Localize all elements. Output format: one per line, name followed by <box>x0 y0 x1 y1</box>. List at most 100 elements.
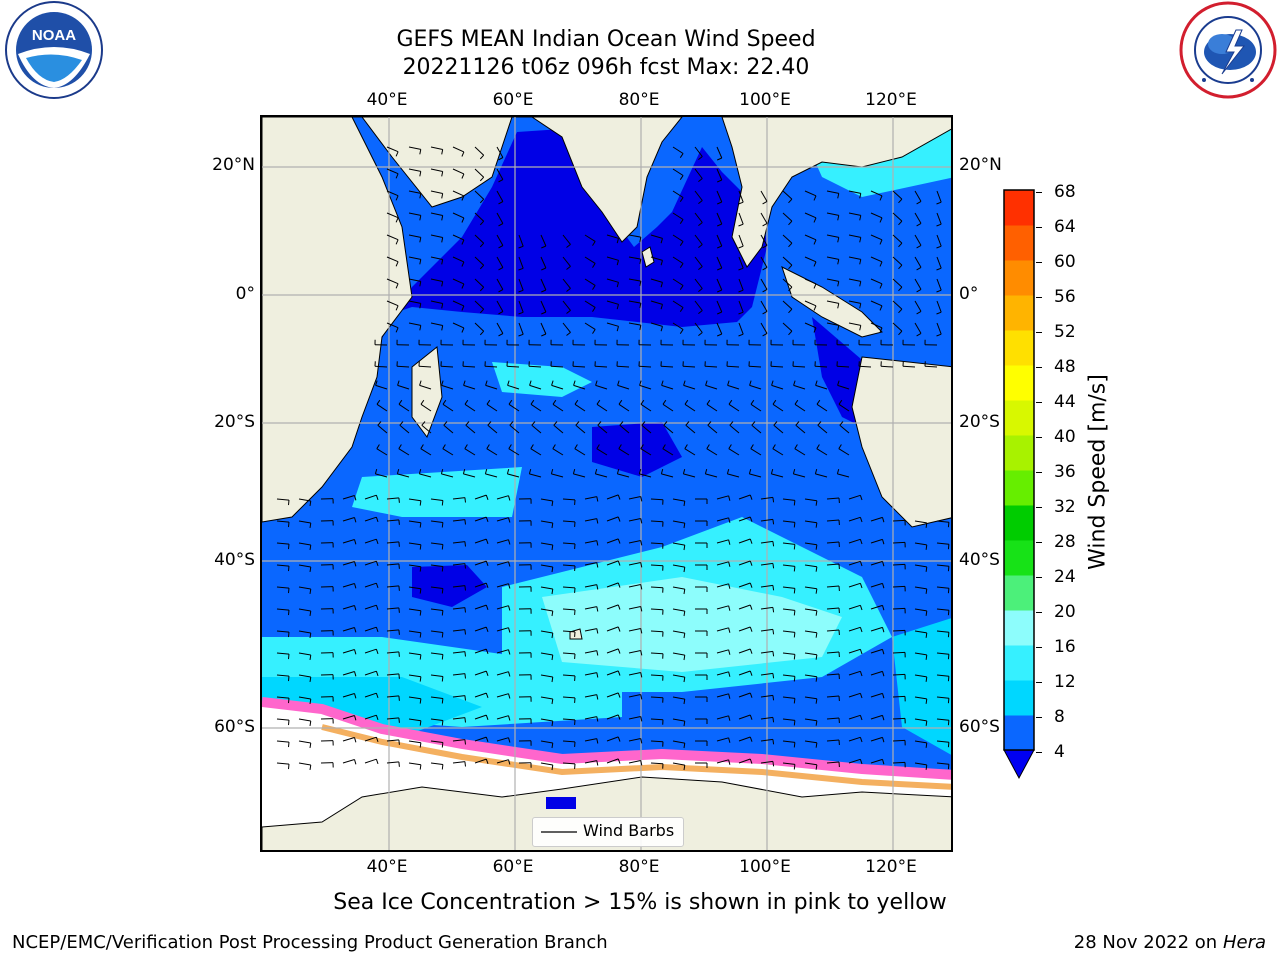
wind-barb <box>496 693 509 698</box>
wind-barb-flag <box>728 495 731 501</box>
wind-barb-flag <box>395 173 399 179</box>
colorbar-tick <box>1036 437 1042 438</box>
wind-barb-flag <box>788 220 793 226</box>
wind-barb <box>420 448 432 456</box>
wind-barb <box>496 256 504 268</box>
wind-barb <box>606 538 619 544</box>
wind-barb <box>430 762 443 765</box>
wind-barb <box>452 146 465 153</box>
wind-barb <box>584 584 597 588</box>
wind-barb <box>826 497 840 500</box>
wind-barb <box>914 586 927 590</box>
wind-barb-flag <box>552 444 556 449</box>
wind-barb <box>848 538 861 544</box>
wind-barb-flag <box>419 522 422 528</box>
wind-barb <box>463 473 476 478</box>
wind-barb <box>716 715 729 720</box>
colorbar-segment <box>1004 680 1034 716</box>
colorbar-tick <box>1036 472 1042 473</box>
wind-barb <box>804 498 817 502</box>
wind-barb <box>419 384 432 390</box>
wind-barb <box>452 629 465 632</box>
wind-barb-flag <box>660 468 664 475</box>
wind-barb-flag <box>728 583 731 589</box>
wind-barb-flag <box>679 197 684 202</box>
wind-barb <box>738 692 751 698</box>
wind-barb <box>914 652 927 656</box>
wind-barb <box>628 234 641 238</box>
wind-barb <box>870 300 883 307</box>
wind-barb <box>430 674 443 677</box>
wind-barb <box>496 759 509 764</box>
wind-barb-flag <box>485 714 489 720</box>
wind-barb <box>826 234 839 238</box>
wind-barb-flag <box>698 310 703 314</box>
wind-barb-flag <box>640 399 645 405</box>
calm-wind-zone <box>592 422 682 477</box>
wind-barb <box>364 758 377 764</box>
wind-barb-flag <box>464 739 466 745</box>
wind-barb-flag <box>859 281 862 287</box>
wind-barb-flag <box>660 304 663 310</box>
wind-barb <box>870 604 883 610</box>
wind-barb <box>794 403 806 412</box>
wind-barb-flag <box>683 699 686 705</box>
wind-barb-flag <box>815 566 818 572</box>
wind-barb-flag <box>464 519 466 525</box>
wind-barb <box>914 542 927 546</box>
wind-barb <box>936 190 942 203</box>
wind-barb <box>672 190 684 198</box>
wind-barb-flag <box>596 650 599 656</box>
wind-barb <box>936 652 949 655</box>
wind-barb <box>760 650 773 654</box>
wind-barb <box>936 696 949 699</box>
wind-barb-flag <box>925 544 928 550</box>
wind-barb-flag <box>813 327 817 333</box>
wind-barb-flag <box>354 627 357 633</box>
wind-barb-flag <box>616 238 619 244</box>
wind-barb-flag <box>566 266 571 270</box>
wind-barb <box>386 256 399 263</box>
wind-barb-flag <box>638 468 642 475</box>
wind-barb <box>892 651 906 654</box>
wind-barb <box>540 652 553 656</box>
wind-barb <box>584 694 597 698</box>
wind-barb <box>716 300 723 313</box>
wind-barb <box>892 563 906 566</box>
wind-barb-flag <box>461 195 465 201</box>
wind-barb <box>562 696 576 699</box>
wind-barb-flag <box>541 311 547 315</box>
wind-barb <box>782 190 793 200</box>
wind-barb-flag <box>596 628 599 634</box>
wind-barb-flag <box>485 648 489 654</box>
wind-barb-flag <box>398 519 400 525</box>
wind-barb-flag <box>815 632 818 638</box>
wind-barb <box>738 234 744 247</box>
wind-barb-flag <box>485 516 489 522</box>
wind-barb <box>716 234 723 247</box>
wind-barb <box>815 384 828 390</box>
wind-barb <box>496 190 504 202</box>
wind-barb <box>540 322 547 335</box>
wind-barb <box>562 608 576 611</box>
wind-barb <box>606 736 619 742</box>
wind-barb-flag <box>793 500 796 506</box>
wind-barb <box>914 322 922 334</box>
wind-barb <box>584 716 597 720</box>
wind-barb-flag <box>551 380 554 386</box>
wind-barb-flag <box>859 495 863 501</box>
wind-barb-flag <box>395 195 399 201</box>
wind-barb <box>848 692 861 698</box>
calm-wind-zone <box>546 797 576 809</box>
wind-barb-flag <box>441 566 444 572</box>
wind-barb <box>540 256 547 269</box>
wind-barb <box>408 652 421 656</box>
wind-barb <box>440 365 454 368</box>
wind-barb <box>661 384 674 390</box>
wind-barb-flag <box>617 648 621 654</box>
wind-barb <box>936 586 949 589</box>
wind-barb <box>452 761 465 764</box>
wind-barb-flag <box>947 698 950 704</box>
wind-barb-flag <box>398 717 400 723</box>
wind-barb <box>936 278 942 291</box>
